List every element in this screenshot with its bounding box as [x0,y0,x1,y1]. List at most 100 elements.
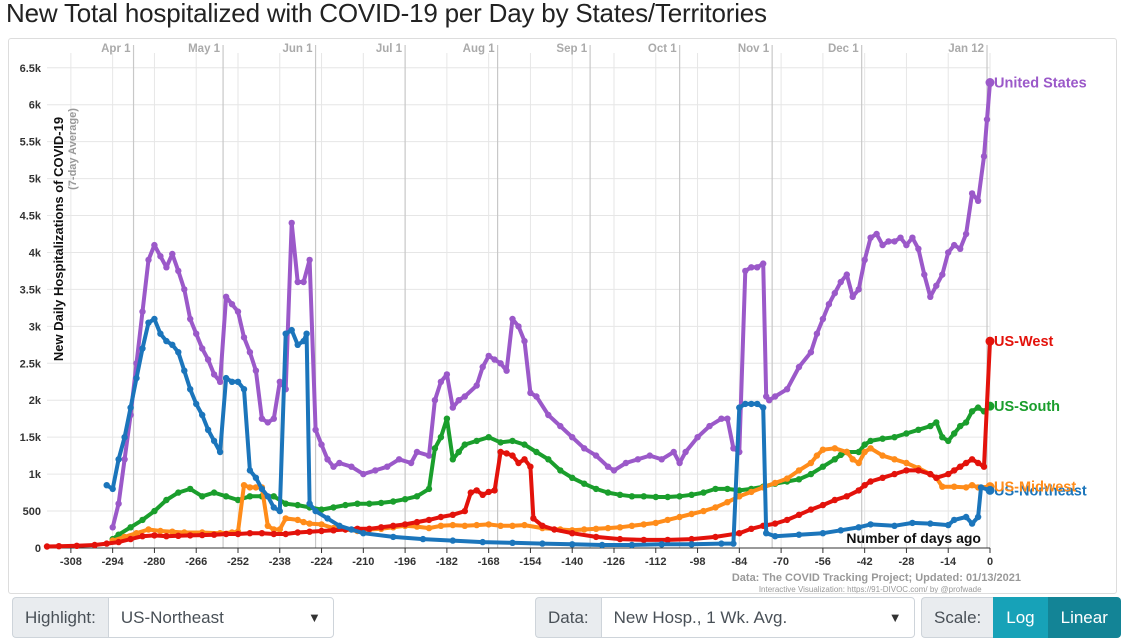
data-point [187,532,194,539]
data-point [234,378,242,385]
scale-log-button[interactable]: Log [993,597,1048,638]
data-point [754,400,761,408]
x-tick-label: -168 [478,556,500,568]
data-point [145,256,152,264]
data-point [115,456,122,463]
data-point [521,521,528,529]
data-point [240,386,248,393]
data-point [348,463,355,470]
series-us-west[interactable] [43,336,995,550]
data-point [783,516,791,524]
data-point [234,308,242,315]
data-point [515,459,522,467]
data-point [968,456,976,463]
data-point [592,525,600,532]
data-point [807,470,815,478]
data-point [449,521,456,529]
data-point [222,293,230,300]
data-point [318,521,325,528]
data-point [43,543,51,550]
data-point [974,459,982,467]
data-point [569,434,576,441]
data-point [873,230,880,238]
data-point [449,456,456,463]
data-point [234,530,242,538]
data-point [222,530,230,538]
series-us-northeast[interactable] [103,315,995,549]
data-point [921,271,928,278]
data-point [503,450,510,457]
data-point [425,452,433,459]
data-point [378,499,385,507]
data-point [461,507,468,515]
x-tick-label: -224 [311,556,334,568]
data-point [246,349,254,356]
data-point [270,526,277,533]
data-point [610,467,618,474]
data-point [473,521,480,529]
data-point [121,434,128,441]
data-point [449,511,456,518]
data-point [688,510,695,518]
data-point [807,506,815,513]
data-point [115,538,122,546]
y-axis-sublabel: (7-day Average) [67,108,79,190]
page-title: New Total hospitalized with COVID-19 per… [6,0,767,28]
data-point [515,323,522,330]
series-united-states[interactable] [109,78,995,531]
data-point [855,487,862,494]
data-point [927,470,934,478]
data-point [204,356,212,363]
data-point [187,386,194,393]
x-tick-label: 0 [987,556,993,568]
data-point [968,190,976,197]
highlight-select[interactable]: US-Northeast ▼ [107,597,334,638]
data-select[interactable]: New Hosp., 1 Wk. Avg. ▼ [600,597,915,638]
data-point [157,330,164,337]
data-point [670,448,677,456]
data-point [712,504,719,511]
month-label: Jan 12 [948,43,984,55]
y-tick-label: 5.5k [20,137,42,149]
series-line [110,404,992,542]
data-point [312,507,319,515]
data-point [945,437,952,445]
data-point [127,535,134,543]
data-point [957,422,964,430]
x-tick-label: -14 [940,556,957,568]
data-point [413,523,421,530]
scale-linear-button[interactable]: Linear [1047,597,1121,638]
data-point [246,493,254,500]
data-point [234,496,242,504]
data-point [461,441,468,448]
series-label: United States [994,76,1087,92]
data-point [330,527,337,534]
data-point [306,500,313,507]
data-point [145,319,152,326]
data-point [977,484,985,491]
data-point [813,330,821,337]
data-point [419,535,427,543]
data-point [581,526,588,533]
x-tick-label: -308 [60,556,82,568]
data-point [604,463,612,470]
scale-label: Scale: [921,597,994,638]
data-point [891,522,898,529]
data-point [968,520,976,527]
data-point [962,459,970,467]
data-point [951,483,958,490]
data-point [891,434,898,441]
data-point [706,422,713,430]
y-tick-label: 0 [35,543,41,555]
data-point [354,500,361,507]
data-point [927,520,934,527]
data-point [724,415,731,422]
data-point [957,245,964,252]
data-point [927,293,934,300]
series-us-south[interactable] [109,401,995,543]
data-point [485,488,492,496]
x-tick-label: -238 [269,556,291,568]
data-point [771,533,779,540]
data-point [545,411,552,419]
data-point [491,487,498,494]
